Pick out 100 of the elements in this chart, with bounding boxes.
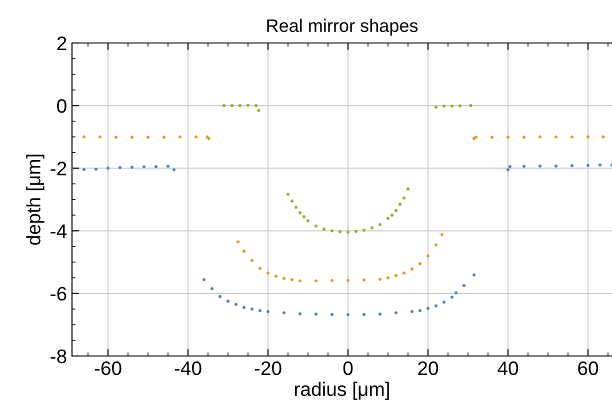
- point: [266, 272, 270, 275]
- point: [362, 312, 366, 316]
- point: [258, 309, 262, 312]
- y-tick-label: -4: [50, 224, 67, 238]
- point: [290, 200, 294, 203]
- point: [386, 276, 390, 280]
- point: [386, 216, 390, 220]
- point: [570, 164, 574, 168]
- point: [338, 230, 342, 234]
- point: [410, 267, 414, 271]
- point: [406, 187, 410, 190]
- point: [462, 284, 466, 288]
- point: [554, 135, 558, 138]
- x-tick-label: 60: [578, 361, 598, 376]
- point: [146, 136, 150, 139]
- point: [586, 164, 590, 167]
- y-tick-label: -2: [50, 162, 66, 176]
- point: [362, 278, 366, 282]
- x-tick-label: 20: [418, 361, 438, 376]
- point: [246, 104, 250, 107]
- point: [398, 202, 402, 206]
- point: [166, 164, 170, 168]
- y-tick-label: -8: [50, 349, 66, 364]
- point: [298, 312, 302, 316]
- point: [410, 310, 414, 314]
- point: [314, 279, 318, 282]
- point: [378, 222, 382, 226]
- point: [242, 306, 246, 310]
- chart-title: Real mirror shapes: [267, 18, 418, 36]
- point: [230, 104, 234, 108]
- point: [298, 211, 302, 214]
- point: [118, 166, 122, 170]
- point: [106, 166, 110, 170]
- point: [226, 300, 230, 303]
- point: [490, 136, 494, 139]
- point: [508, 165, 512, 168]
- point: [402, 196, 406, 200]
- point: [238, 104, 242, 108]
- point: [434, 106, 438, 109]
- point: [302, 215, 306, 218]
- point: [162, 136, 166, 139]
- point: [234, 302, 238, 306]
- point: [154, 165, 158, 168]
- point: [94, 168, 98, 171]
- point: [282, 311, 286, 314]
- point: [258, 266, 262, 270]
- x-tick-label: -40: [174, 361, 202, 376]
- point: [522, 136, 526, 139]
- point: [274, 274, 278, 278]
- point: [330, 279, 334, 282]
- point: [222, 104, 226, 108]
- point: [506, 168, 510, 172]
- point: [114, 136, 118, 139]
- point: [250, 307, 254, 311]
- x-axis-title: radius [μm]: [295, 382, 389, 400]
- point: [178, 135, 182, 138]
- y-axis-title: depth [μm]: [26, 154, 44, 245]
- point: [330, 229, 334, 232]
- point: [362, 228, 366, 232]
- point: [210, 287, 214, 290]
- point: [454, 291, 458, 294]
- point: [390, 214, 394, 217]
- point: [472, 273, 476, 276]
- point: [394, 274, 398, 278]
- point: [257, 108, 260, 112]
- point: [538, 164, 542, 168]
- point: [282, 276, 286, 280]
- point: [346, 278, 350, 282]
- point: [314, 312, 318, 316]
- point: [394, 208, 398, 212]
- point: [434, 243, 438, 246]
- x-tick-label: -20: [254, 361, 282, 376]
- point: [506, 136, 510, 139]
- point: [142, 165, 146, 168]
- point: [378, 312, 382, 316]
- point: [314, 224, 318, 228]
- point: [474, 136, 478, 139]
- point: [418, 309, 422, 312]
- point: [130, 136, 134, 139]
- point: [402, 272, 406, 275]
- point: [538, 135, 542, 138]
- point: [330, 312, 334, 316]
- point: [469, 104, 472, 108]
- point: [554, 164, 558, 168]
- point: [306, 219, 310, 222]
- point: [294, 206, 298, 209]
- point: [442, 300, 446, 304]
- point: [586, 135, 590, 138]
- point: [202, 278, 206, 282]
- y-tick-label: 2: [57, 36, 66, 50]
- point: [242, 250, 246, 253]
- point: [602, 135, 605, 138]
- point: [346, 230, 350, 234]
- point: [426, 306, 430, 310]
- point: [522, 164, 526, 168]
- point: [370, 226, 374, 230]
- point: [442, 104, 446, 108]
- point: [426, 254, 430, 258]
- point: [218, 294, 222, 298]
- x-tick-label: 0: [343, 361, 353, 376]
